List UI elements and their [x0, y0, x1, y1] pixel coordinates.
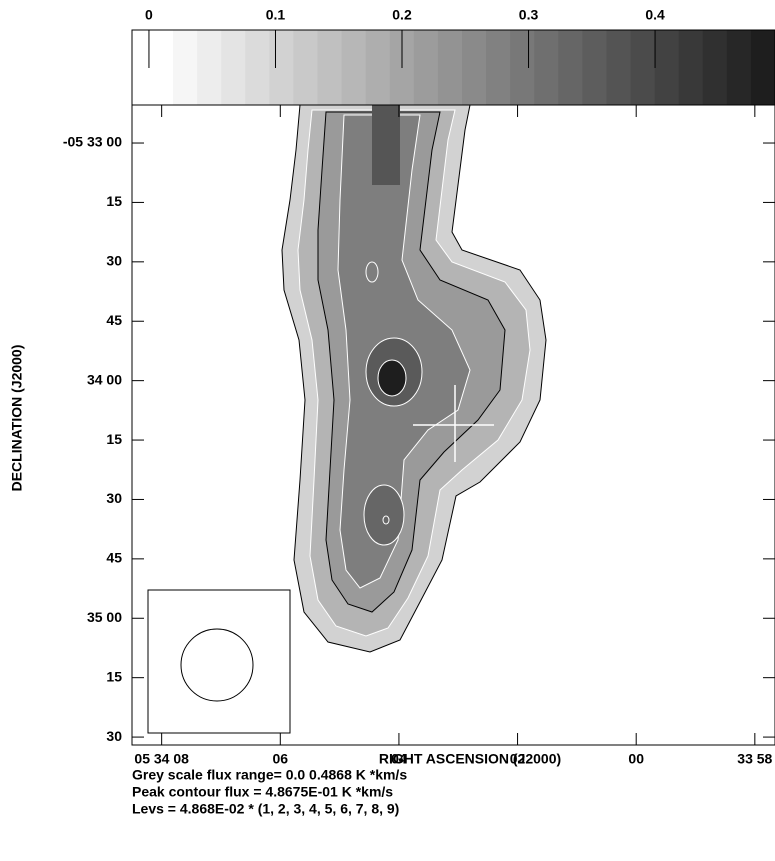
colorbar-step [365, 30, 391, 105]
beam-box [147, 589, 291, 734]
colorbar-tick-label: 0 [145, 7, 153, 23]
contour-south [382, 515, 390, 525]
colorbar-step [437, 30, 463, 105]
y-tick-label: 30 [106, 253, 122, 269]
colorbar-step [654, 30, 680, 105]
note: Peak contour flux = 4.8675E-01 K *km/s [132, 784, 393, 800]
colorbar-step [245, 30, 270, 105]
colorbar-step [269, 30, 294, 105]
x-tick-label: 04 [391, 751, 407, 767]
colorbar-step [702, 30, 728, 105]
colorbar [148, 30, 775, 105]
y-tick-label: 35 00 [87, 609, 122, 625]
x-tick-label: 05 34 08 [134, 751, 189, 767]
y-tick-label: 34 00 [87, 371, 122, 387]
y-tick-label: 15 [106, 431, 122, 447]
y-axis-label: DECLINATION (J2000) [9, 345, 25, 492]
y-tick-label: 30 [106, 728, 122, 744]
colorbar-step [461, 30, 487, 105]
colorbar-tick-label: 0.3 [519, 7, 539, 23]
beam [180, 628, 254, 702]
y-tick-label: 15 [106, 193, 122, 209]
colorbar-step [341, 30, 367, 105]
contour-north [365, 261, 379, 283]
emission-column [372, 105, 400, 185]
colorbar-tick-label: 0.2 [392, 7, 412, 23]
colorbar-step [582, 30, 607, 105]
colorbar-step [293, 30, 319, 105]
note: Levs = 4.868E-02 * (1, 2, 3, 4, 5, 6, 7,… [132, 801, 399, 817]
y-tick-label: 45 [106, 550, 122, 566]
x-tick-label: 06 [273, 751, 289, 767]
emission-peak-south [363, 484, 405, 546]
y-tick-label: -05 33 00 [63, 134, 122, 150]
colorbar-step [606, 30, 632, 105]
colorbar-step [197, 30, 222, 105]
y-tick-label: 15 [106, 668, 122, 684]
colorbar-step [558, 30, 583, 105]
y-tick-label: 30 [106, 490, 122, 506]
colorbar-step [510, 30, 535, 105]
colorbar-step [726, 30, 752, 105]
colorbar-tick-label: 0.1 [266, 7, 286, 23]
emission-peak [377, 359, 407, 397]
colorbar-tick-label: 0.4 [645, 7, 665, 23]
colorbar-step [413, 30, 439, 105]
x-tick-label: 02 [510, 751, 526, 767]
x-axis-label: RIGHT ASCENSION (J2000) [379, 751, 561, 767]
colorbar-step [750, 30, 775, 105]
colorbar-step [678, 30, 704, 105]
plot-frame [131, 104, 775, 746]
colorbar-step [317, 30, 343, 105]
colorbar-step [148, 30, 174, 105]
colorbar-step [630, 30, 656, 105]
colorbar-step [221, 30, 246, 105]
colorbar-step [486, 30, 511, 105]
x-tick-label: 00 [628, 751, 644, 767]
map [281, 104, 547, 653]
colorbar-step [534, 30, 559, 105]
note: Grey scale flux range= 0.0 0.4868 K *km/… [132, 767, 407, 783]
colorbar-step [173, 30, 198, 105]
x-tick-label: 33 58 [737, 751, 772, 767]
y-tick-label: 45 [106, 312, 122, 328]
